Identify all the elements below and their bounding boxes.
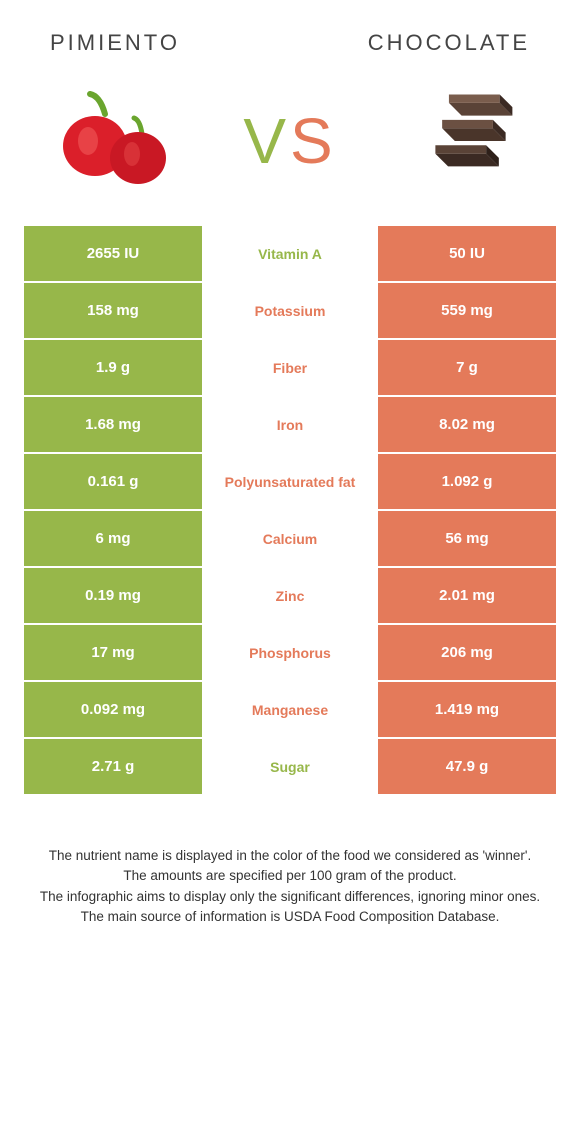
left-value: 0.092 mg [24, 682, 202, 737]
right-value: 559 mg [378, 283, 556, 338]
footnote-line: The amounts are specified per 100 gram o… [30, 866, 550, 886]
left-value: 158 mg [24, 283, 202, 338]
nutrient-label: Sugar [202, 739, 378, 794]
nutrient-label: Zinc [202, 568, 378, 623]
left-value: 17 mg [24, 625, 202, 680]
table-row: 17 mgPhosphorus206 mg [24, 625, 556, 682]
vs-label: VS [243, 104, 336, 178]
right-value: 1.092 g [378, 454, 556, 509]
nutrient-label: Vitamin A [202, 226, 378, 281]
left-food-title: PIMIENTO [50, 30, 180, 56]
table-row: 0.19 mgZinc2.01 mg [24, 568, 556, 625]
right-value: 2.01 mg [378, 568, 556, 623]
comparison-table: 2655 IUVitamin A50 IU158 mgPotassium559 … [0, 226, 580, 796]
nutrient-label: Manganese [202, 682, 378, 737]
right-value: 50 IU [378, 226, 556, 281]
left-value: 1.68 mg [24, 397, 202, 452]
right-value: 1.419 mg [378, 682, 556, 737]
right-value: 47.9 g [378, 739, 556, 794]
left-value: 1.9 g [24, 340, 202, 395]
nutrient-label: Phosphorus [202, 625, 378, 680]
left-value: 2.71 g [24, 739, 202, 794]
left-value: 0.19 mg [24, 568, 202, 623]
right-food-title: CHOCOLATE [368, 30, 530, 56]
hero-row: VS [0, 66, 580, 226]
chocolate-image [400, 86, 530, 196]
nutrient-label: Fiber [202, 340, 378, 395]
nutrient-label: Calcium [202, 511, 378, 566]
vs-s: S [290, 105, 337, 177]
table-row: 0.161 gPolyunsaturated fat1.092 g [24, 454, 556, 511]
table-row: 0.092 mgManganese1.419 mg [24, 682, 556, 739]
nutrient-label: Iron [202, 397, 378, 452]
table-row: 2655 IUVitamin A50 IU [24, 226, 556, 283]
footnotes: The nutrient name is displayed in the co… [0, 796, 580, 927]
header: PIMIENTO CHOCOLATE [0, 0, 580, 66]
vs-v: V [243, 105, 290, 177]
right-value: 7 g [378, 340, 556, 395]
left-value: 6 mg [24, 511, 202, 566]
right-value: 206 mg [378, 625, 556, 680]
table-row: 6 mgCalcium56 mg [24, 511, 556, 568]
footnote-line: The infographic aims to display only the… [30, 887, 550, 907]
left-value: 0.161 g [24, 454, 202, 509]
footnote-line: The nutrient name is displayed in the co… [30, 846, 550, 866]
left-value: 2655 IU [24, 226, 202, 281]
table-row: 1.68 mgIron8.02 mg [24, 397, 556, 454]
footnote-line: The main source of information is USDA F… [30, 907, 550, 927]
pimiento-image [50, 86, 180, 196]
nutrient-label: Polyunsaturated fat [202, 454, 378, 509]
right-value: 8.02 mg [378, 397, 556, 452]
table-row: 158 mgPotassium559 mg [24, 283, 556, 340]
right-value: 56 mg [378, 511, 556, 566]
table-row: 2.71 gSugar47.9 g [24, 739, 556, 796]
table-row: 1.9 gFiber7 g [24, 340, 556, 397]
nutrient-label: Potassium [202, 283, 378, 338]
